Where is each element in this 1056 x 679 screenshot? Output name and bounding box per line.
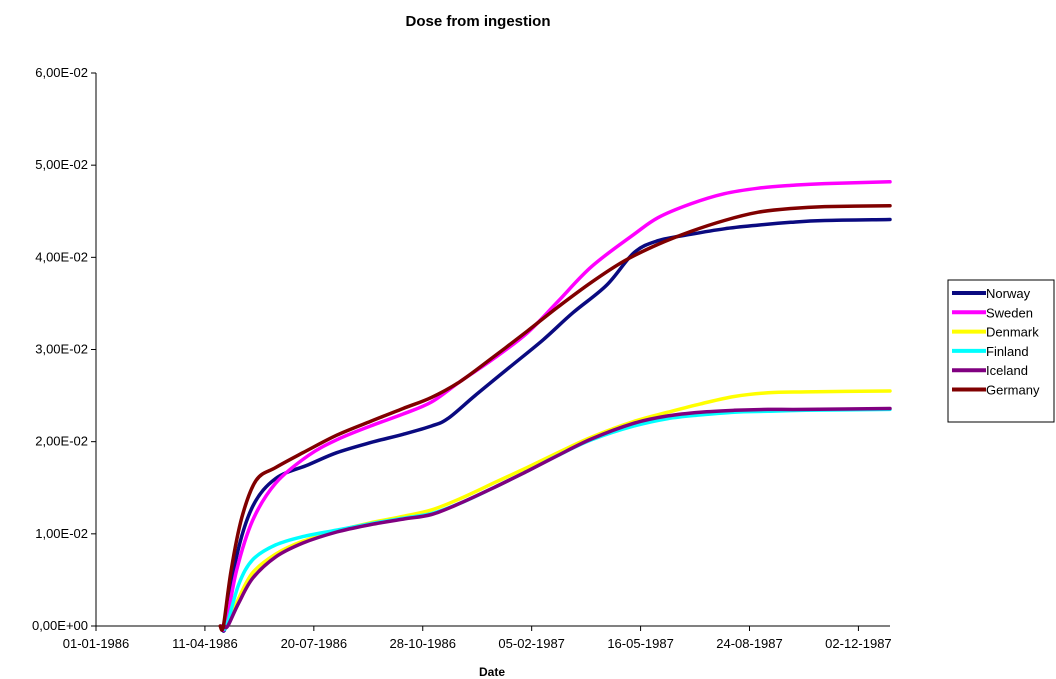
legend-label-sweden: Sweden bbox=[986, 305, 1033, 320]
x-tick-label: 16-05-1987 bbox=[607, 636, 674, 651]
plot-area: 0,00E+00 1,00E-02 2,00E-02 3,00E-02 4,00E-02… bbox=[32, 65, 892, 651]
y-tick-label: 6,00E-02 bbox=[35, 65, 88, 80]
y-tick-label: 4,00E-02 bbox=[35, 249, 88, 264]
x-axis-ticks: 01-01-1986 11-04-1986 20-07-1986 28-10-1986… bbox=[63, 626, 892, 651]
series-line-germany bbox=[218, 203, 892, 632]
y-tick-label: 0,00E+00 bbox=[32, 618, 88, 633]
y-axis-ticks: 0,00E+00 1,00E-02 2,00E-02 3,00E-02 4,00E-02… bbox=[32, 65, 96, 633]
series-line-norway bbox=[219, 217, 892, 633]
x-tick-label: 28-10-1986 bbox=[389, 636, 456, 651]
legend-items: Norway Sweden Denmark Finland Iceland Germany bbox=[952, 286, 1040, 398]
legend-label-denmark: Denmark bbox=[986, 325, 1039, 340]
x-tick-label: 24-08-1987 bbox=[716, 636, 783, 651]
legend-label-finland: Finland bbox=[986, 344, 1029, 359]
series-lines bbox=[218, 180, 892, 633]
legend-label-iceland: Iceland bbox=[986, 363, 1028, 378]
x-tick-label: 01-01-1986 bbox=[63, 636, 130, 651]
x-tick-label: 20-07-1986 bbox=[281, 636, 348, 651]
x-tick-label: 02-12-1987 bbox=[825, 636, 892, 651]
y-tick-label: 1,00E-02 bbox=[35, 526, 88, 541]
legend-label-germany: Germany bbox=[986, 383, 1040, 398]
y-tick-label: 2,00E-02 bbox=[35, 434, 88, 449]
series-line-sweden bbox=[219, 180, 892, 632]
y-tick-label: 5,00E-02 bbox=[35, 157, 88, 172]
x-tick-label: 05-02-1987 bbox=[498, 636, 565, 651]
series-line-denmark bbox=[221, 389, 892, 630]
chart-title: Dose from ingestion bbox=[405, 13, 550, 30]
y-tick-label: 3,00E-02 bbox=[35, 342, 88, 357]
legend: Norway Sweden Denmark Finland Iceland Germany bbox=[947, 279, 1055, 423]
x-tick-label: 11-04-1986 bbox=[172, 636, 238, 651]
x-axis-title: Date bbox=[479, 665, 505, 679]
series-line-iceland bbox=[222, 406, 892, 630]
legend-label-norway: Norway bbox=[986, 286, 1031, 301]
